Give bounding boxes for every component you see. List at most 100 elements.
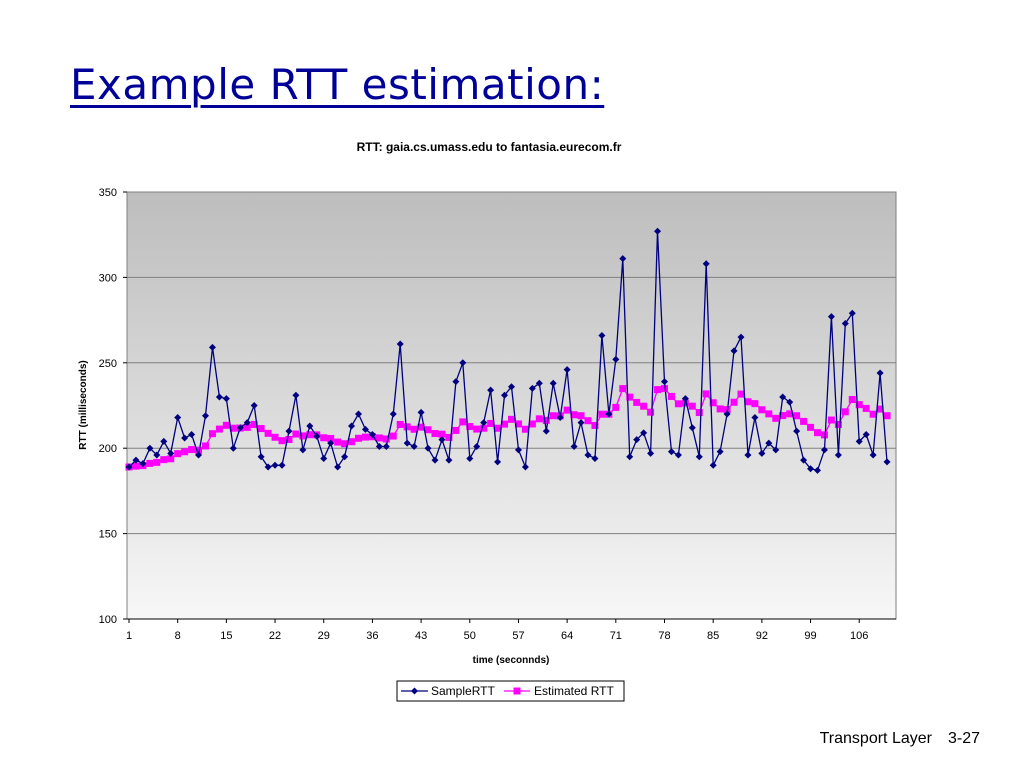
- sample-rtt-point: [730, 347, 738, 355]
- sample-rtt-point: [167, 449, 175, 457]
- sample-rtt-point: [869, 451, 877, 459]
- x-tick-label: 64: [561, 630, 573, 642]
- sample-rtt-point: [403, 439, 411, 447]
- sample-rtt-point: [709, 461, 717, 469]
- y-tick-label: 300: [99, 272, 117, 284]
- sample-rtt-point: [612, 355, 620, 363]
- estimated-rtt-point: [848, 396, 856, 404]
- sample-rtt-point: [542, 427, 550, 435]
- sample-rtt-point: [396, 340, 404, 348]
- estimated-rtt-point: [633, 398, 641, 406]
- sample-rtt-point: [494, 458, 502, 466]
- x-tick-label: 43: [415, 630, 427, 642]
- estimated-rtt-point: [417, 423, 425, 431]
- sample-rtt-point: [855, 437, 863, 445]
- sample-rtt-point: [466, 454, 474, 462]
- sample-rtt-point: [793, 427, 801, 435]
- sample-rtt-point: [382, 442, 390, 450]
- sample-rtt-point: [361, 425, 369, 433]
- x-axis-ticks: 1 8 15 22 29 36 43 50 57 64 71 78 85 92 99 106: [126, 619, 868, 642]
- sample-rtt-point: [299, 446, 307, 454]
- x-tick-label: 106: [850, 630, 868, 642]
- x-tick-label: 92: [756, 630, 768, 642]
- sample-rtt-point: [633, 436, 641, 444]
- estimated-rtt-point: [598, 410, 606, 418]
- y-tick-label: 200: [99, 443, 117, 455]
- estimated-rtt-point: [786, 410, 794, 418]
- estimated-rtt-point: [146, 459, 154, 467]
- estimated-rtt-point: [744, 398, 752, 406]
- estimated-rtt-point: [535, 415, 543, 423]
- sample-rtt-point: [883, 458, 891, 466]
- sample-rtt-point: [459, 359, 467, 367]
- y-tick-label: 150: [99, 529, 117, 541]
- estimated-rtt-point: [348, 438, 356, 446]
- estimated-rtt-point: [765, 410, 773, 418]
- estimated-rtt-point: [341, 440, 349, 448]
- slide-title: Example RTT estimation:: [70, 60, 605, 109]
- sample-rtt-point: [514, 446, 522, 454]
- sample-rtt-point: [876, 369, 884, 377]
- estimated-rtt-point: [264, 429, 272, 437]
- y-tick-label: 350: [99, 187, 117, 199]
- estimated-rtt-point: [640, 402, 648, 410]
- sample-rtt-point: [862, 431, 870, 439]
- estimated-rtt-point: [132, 462, 140, 470]
- estimated-rtt-point: [452, 426, 460, 434]
- estimated-rtt-point: [514, 420, 522, 428]
- sample-rtt-point: [744, 451, 752, 459]
- x-tick-label: 36: [366, 630, 378, 642]
- estimated-rtt-point: [222, 421, 230, 429]
- sample-rtt-point: [487, 386, 495, 394]
- sample-rtt-point: [528, 384, 536, 392]
- sample-rtt-point: [160, 437, 168, 445]
- estimated-rtt-point: [466, 423, 474, 431]
- sample-rtt-point: [814, 466, 821, 474]
- estimated-rtt-point: [841, 408, 849, 416]
- sample-rtt-point: [181, 434, 189, 442]
- sample-rtt-point: [681, 395, 689, 403]
- estimated-rtt-point: [883, 412, 891, 420]
- estimated-rtt-point: [674, 400, 682, 408]
- estimated-rtt-point: [278, 437, 286, 445]
- estimated-rtt-point: [570, 411, 578, 419]
- sample-rtt-point: [716, 448, 724, 456]
- footer-page-number: 3-27: [947, 730, 980, 747]
- sample-rtt-point: [501, 391, 509, 399]
- estimated-rtt-point: [327, 434, 335, 442]
- estimated-rtt-point: [661, 385, 668, 393]
- sample-rtt-point: [827, 313, 835, 321]
- sample-rtt-point: [243, 419, 251, 427]
- sample-rtt-point: [841, 320, 849, 328]
- legend-estimated-label: Estimated RTT: [534, 684, 614, 698]
- estimated-rtt-point: [591, 421, 599, 429]
- estimated-rtt-point: [563, 406, 571, 414]
- estimated-rtt-point: [271, 433, 279, 441]
- estimated-rtt-point: [654, 386, 662, 394]
- sample-rtt-point: [674, 451, 682, 459]
- x-axis-label: time (seconnds): [473, 655, 550, 666]
- legend: SampleRTT Estimated RTT: [396, 680, 625, 702]
- y-tick-label: 250: [99, 358, 117, 370]
- estimated-rtt-point: [751, 400, 759, 408]
- sample-rtt-point: [619, 255, 627, 263]
- estimated-rtt-point: [528, 420, 536, 428]
- sample-rtt-point: [278, 461, 286, 469]
- sample-rtt-point: [661, 378, 668, 386]
- sample-rtt-point: [257, 453, 265, 461]
- x-tick-label: 85: [707, 630, 719, 642]
- sample-rtt-point: [570, 442, 578, 450]
- sample-rtt-point: [723, 410, 731, 418]
- estimated-rtt-point: [431, 430, 439, 438]
- sample-rtt-point: [229, 444, 237, 452]
- sample-rtt-point: [667, 448, 675, 456]
- sample-rtt-point: [208, 343, 216, 351]
- estimated-rtt-point: [800, 417, 808, 425]
- estimated-rtt-point: [195, 446, 203, 454]
- x-tick-label: 78: [658, 630, 670, 642]
- estimated-rtt-point: [869, 410, 877, 418]
- footer-section: Transport Layer: [819, 730, 932, 747]
- sample-rtt-point: [702, 260, 710, 268]
- estimated-rtt-point: [779, 412, 787, 420]
